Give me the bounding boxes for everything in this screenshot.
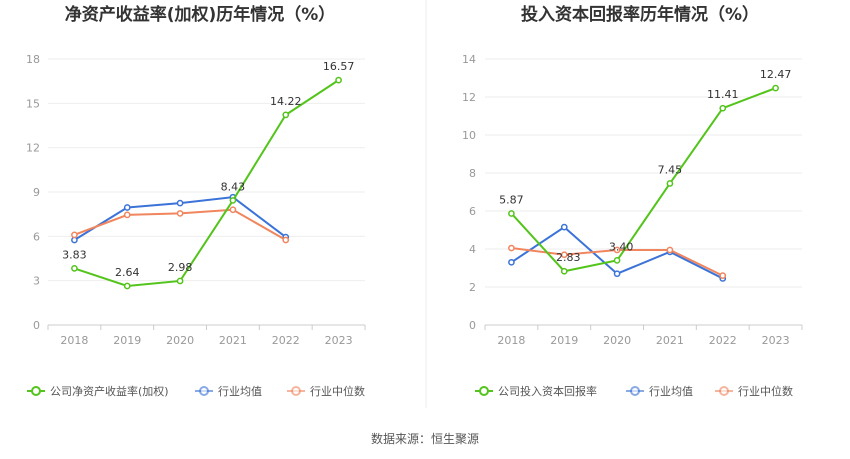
legend-label: 公司投入资本回报率 [498, 384, 597, 398]
data-point[interactable] [71, 265, 78, 272]
data-point[interactable] [71, 231, 78, 239]
y-tick-label: 0 [33, 319, 40, 332]
x-tick-label: 2022 [272, 334, 300, 347]
x-tick-label: 2018 [60, 334, 88, 347]
legend-label: 行业均值 [649, 385, 693, 398]
series-line-0 [74, 79, 340, 288]
legend-label: 行业均值 [218, 385, 262, 398]
y-tick-label: 12 [26, 142, 40, 155]
legend-marker [630, 386, 640, 396]
legend-item-1[interactable]: 行业均值 [626, 385, 693, 398]
roic-chart: 投入资本回报率历年情况（%） 0 2 4 6 8 10 12 14 2018 2019 2020 202… [462, 4, 803, 398]
data-point[interactable] [719, 272, 727, 279]
y-tick-label: 2 [469, 281, 476, 294]
chart-title: 投入资本回报率历年情况（%） [521, 4, 759, 25]
y-tick-label: 14 [462, 53, 476, 66]
data-label: 2.83 [556, 251, 581, 264]
data-label: 3.83 [62, 248, 87, 261]
data-point[interactable] [335, 76, 342, 84]
x-tick-label: 2021 [219, 334, 247, 347]
legend-label: 公司净资产收益率(加权) [50, 384, 169, 398]
data-label: 8.43 [221, 180, 246, 193]
data-point[interactable] [613, 257, 621, 264]
data-point[interactable] [229, 197, 237, 204]
series-line-0 [510, 87, 776, 273]
data-point[interactable] [123, 211, 131, 219]
data-point[interactable] [666, 180, 674, 187]
legend-marker [479, 386, 489, 396]
data-point[interactable] [613, 246, 621, 254]
y-tick-label: 4 [469, 243, 476, 256]
data-label: 7.45 [658, 163, 683, 176]
legend-label: 行业中位数 [310, 384, 365, 398]
data-point[interactable] [508, 258, 515, 266]
legend-marker [719, 386, 729, 396]
data-point[interactable] [508, 210, 515, 217]
data-point[interactable] [123, 204, 131, 211]
legend-label: 行业中位数 [738, 384, 793, 398]
data-label: 12.47 [760, 68, 792, 81]
data-point[interactable] [666, 246, 674, 254]
legend-marker [291, 386, 301, 396]
data-label: 14.22 [270, 95, 302, 108]
data-point[interactable] [508, 244, 515, 252]
data-label: 5.87 [499, 193, 524, 206]
y-tick-label: 6 [33, 230, 40, 243]
data-label: 2.98 [168, 261, 193, 274]
data-point[interactable] [176, 277, 184, 285]
legend-item-0[interactable]: 公司净资产收益率(加权) [27, 384, 169, 398]
data-label: 16.57 [323, 60, 355, 73]
data-point[interactable] [719, 104, 727, 112]
data-point[interactable] [772, 84, 779, 92]
data-label: 2.64 [115, 266, 140, 279]
legend-item-2[interactable]: 行业中位数 [287, 384, 365, 398]
x-tick-label: 2020 [166, 334, 194, 347]
y-tick-label: 18 [26, 53, 40, 66]
x-tick-label: 2022 [709, 334, 737, 347]
data-label: 11.41 [707, 88, 739, 101]
data-source: 数据来源：恒生聚源 [371, 431, 479, 446]
data-point[interactable] [282, 236, 290, 244]
chart-title: 净资产收益率(加权)历年情况（%） [65, 4, 336, 25]
data-label: 3.40 [609, 240, 634, 253]
data-point[interactable] [282, 111, 290, 119]
legend-marker [199, 386, 209, 396]
legend-item-2[interactable]: 行业中位数 [715, 384, 793, 398]
y-tick-label: 9 [33, 186, 40, 199]
y-tick-label: 0 [469, 319, 476, 332]
x-tick-label: 2020 [603, 334, 631, 347]
data-point[interactable] [176, 199, 184, 207]
y-tick-label: 15 [26, 97, 40, 110]
y-tick-label: 12 [462, 91, 476, 104]
x-tick-label: 2023 [762, 334, 790, 347]
roe-chart: 净资产收益率(加权)历年情况（%） 0 3 6 9 12 15 18 2018 2019 2020 2… [26, 4, 366, 398]
x-tick-label: 2018 [497, 334, 525, 347]
data-point[interactable] [176, 210, 184, 217]
data-point[interactable] [71, 236, 78, 244]
data-point[interactable] [560, 223, 568, 231]
y-tick-label: 3 [33, 275, 40, 288]
legend-item-1[interactable]: 行业均值 [195, 385, 262, 398]
y-tick-label: 10 [462, 129, 476, 142]
y-tick-label: 6 [469, 205, 476, 218]
legend-item-0[interactable]: 公司投入资本回报率 [475, 384, 597, 398]
legend-marker [31, 386, 41, 396]
data-point[interactable] [613, 270, 621, 278]
data-point[interactable] [560, 251, 568, 259]
x-tick-label: 2021 [656, 334, 684, 347]
x-tick-label: 2023 [325, 334, 353, 347]
x-tick-label: 2019 [550, 334, 578, 347]
data-point[interactable] [560, 267, 568, 275]
x-tick-label: 2019 [113, 334, 141, 347]
data-point[interactable] [229, 206, 237, 214]
y-tick-label: 8 [469, 167, 476, 180]
data-point[interactable] [123, 282, 131, 290]
